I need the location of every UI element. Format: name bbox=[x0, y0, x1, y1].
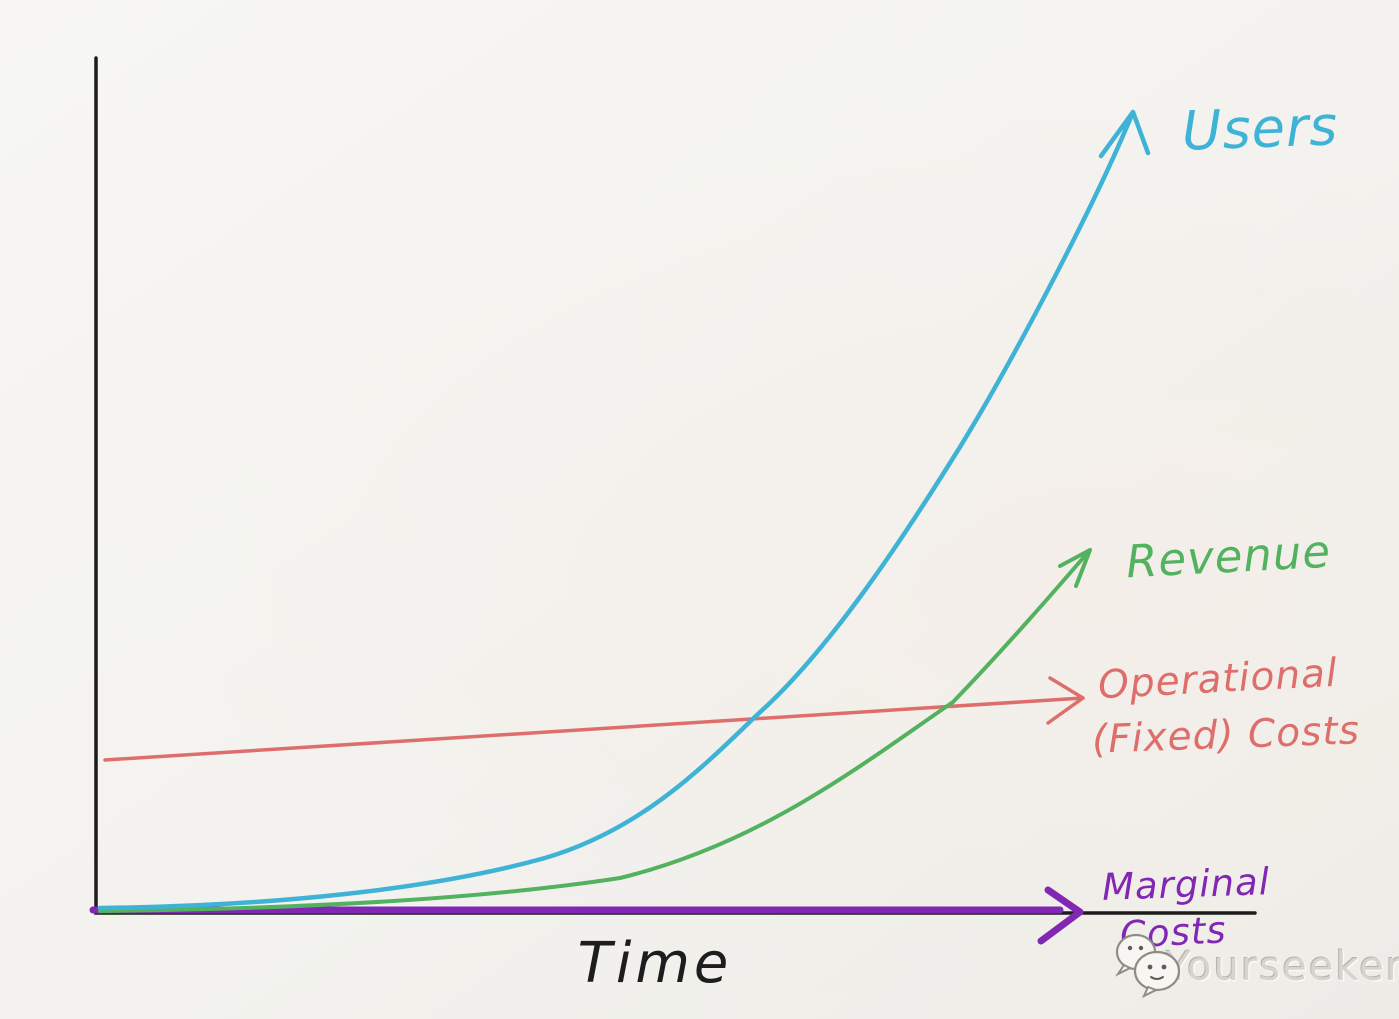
xy-axes bbox=[94, 56, 1257, 915]
marginal-costs-line bbox=[89, 886, 1084, 945]
operational-costs-line bbox=[103, 676, 1085, 762]
watermark-text: Yourseeker bbox=[1166, 944, 1399, 990]
x-axis-title: Time bbox=[577, 931, 733, 996]
revenue-curve bbox=[98, 548, 1092, 913]
marginal-costs-label-line1: Marginal bbox=[1101, 860, 1271, 909]
users-curve bbox=[97, 109, 1151, 911]
wechat-icon bbox=[1110, 930, 1188, 1004]
